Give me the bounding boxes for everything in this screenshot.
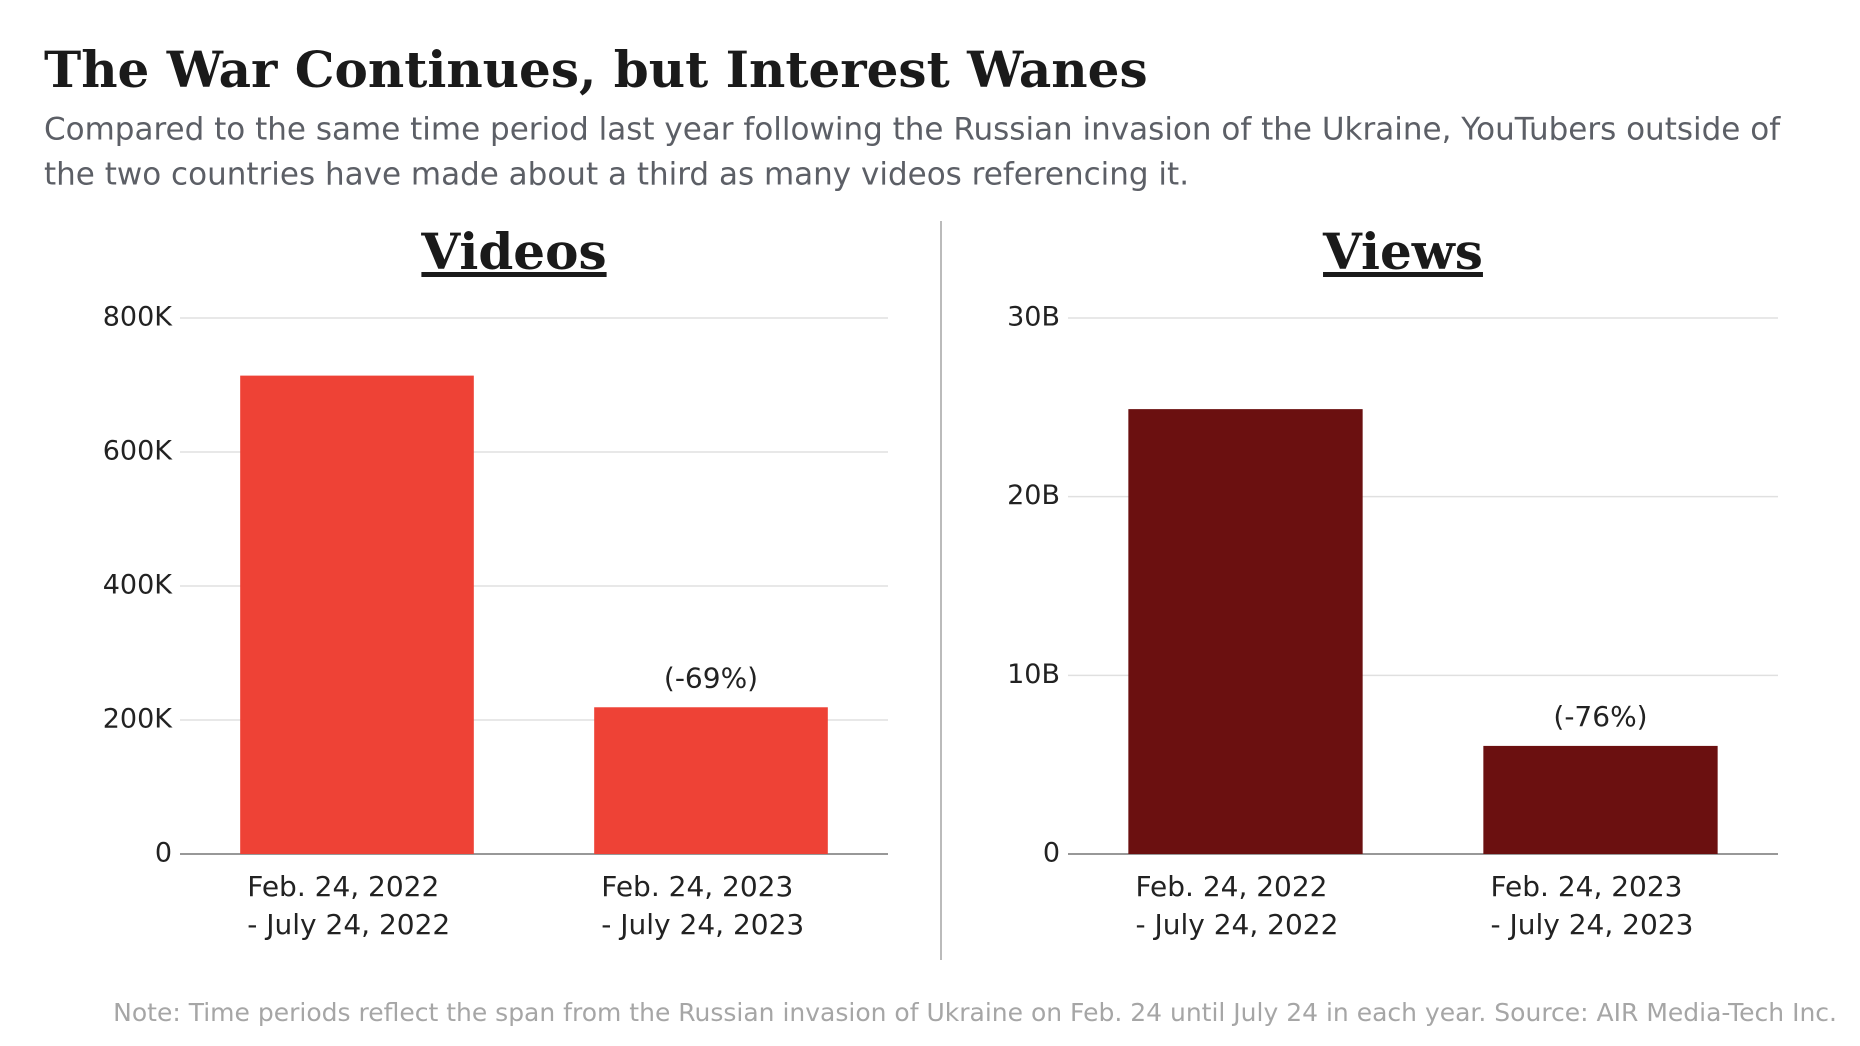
bar [1483, 745, 1718, 854]
y-tick-label: 600K [103, 436, 174, 467]
x-tick-label: Feb. 24, 2023 [1490, 870, 1682, 903]
y-tick-label: 0 [1043, 838, 1060, 869]
y-tick-label: 800K [103, 302, 174, 333]
x-tick-label: Feb. 24, 2022 [1135, 870, 1327, 903]
annotation: (-76%) [1553, 700, 1647, 733]
y-tick-label: 0 [155, 838, 172, 869]
y-tick-label: 30B [1007, 302, 1060, 333]
y-tick-label: 200K [103, 704, 174, 735]
y-tick-label: 10B [1007, 659, 1060, 690]
y-tick-label: 400K [103, 570, 174, 601]
subtitle-line: the two countries have made about a thir… [44, 157, 1189, 193]
bar [1128, 409, 1363, 854]
note: Note: Time periods reflect the span from… [113, 998, 1837, 1027]
x-tick-label: - July 24, 2023 [1490, 908, 1693, 941]
subtitle-line: Compared to the same time period last ye… [44, 112, 1781, 148]
x-tick-label: - July 24, 2022 [247, 908, 450, 941]
bar [594, 707, 828, 854]
page-title: The War Continues, but Interest Wanes [44, 40, 1148, 99]
x-tick-label: Feb. 24, 2023 [601, 870, 793, 903]
chart-title: Views [1322, 222, 1483, 281]
x-tick-label: Feb. 24, 2022 [247, 870, 439, 903]
annotation: (-69%) [664, 661, 758, 694]
x-tick-label: - July 24, 2022 [1135, 908, 1338, 941]
y-tick-label: 20B [1007, 480, 1060, 511]
x-tick-label: - July 24, 2023 [601, 908, 804, 941]
chart-title: Videos [420, 222, 606, 281]
bar [240, 375, 474, 854]
